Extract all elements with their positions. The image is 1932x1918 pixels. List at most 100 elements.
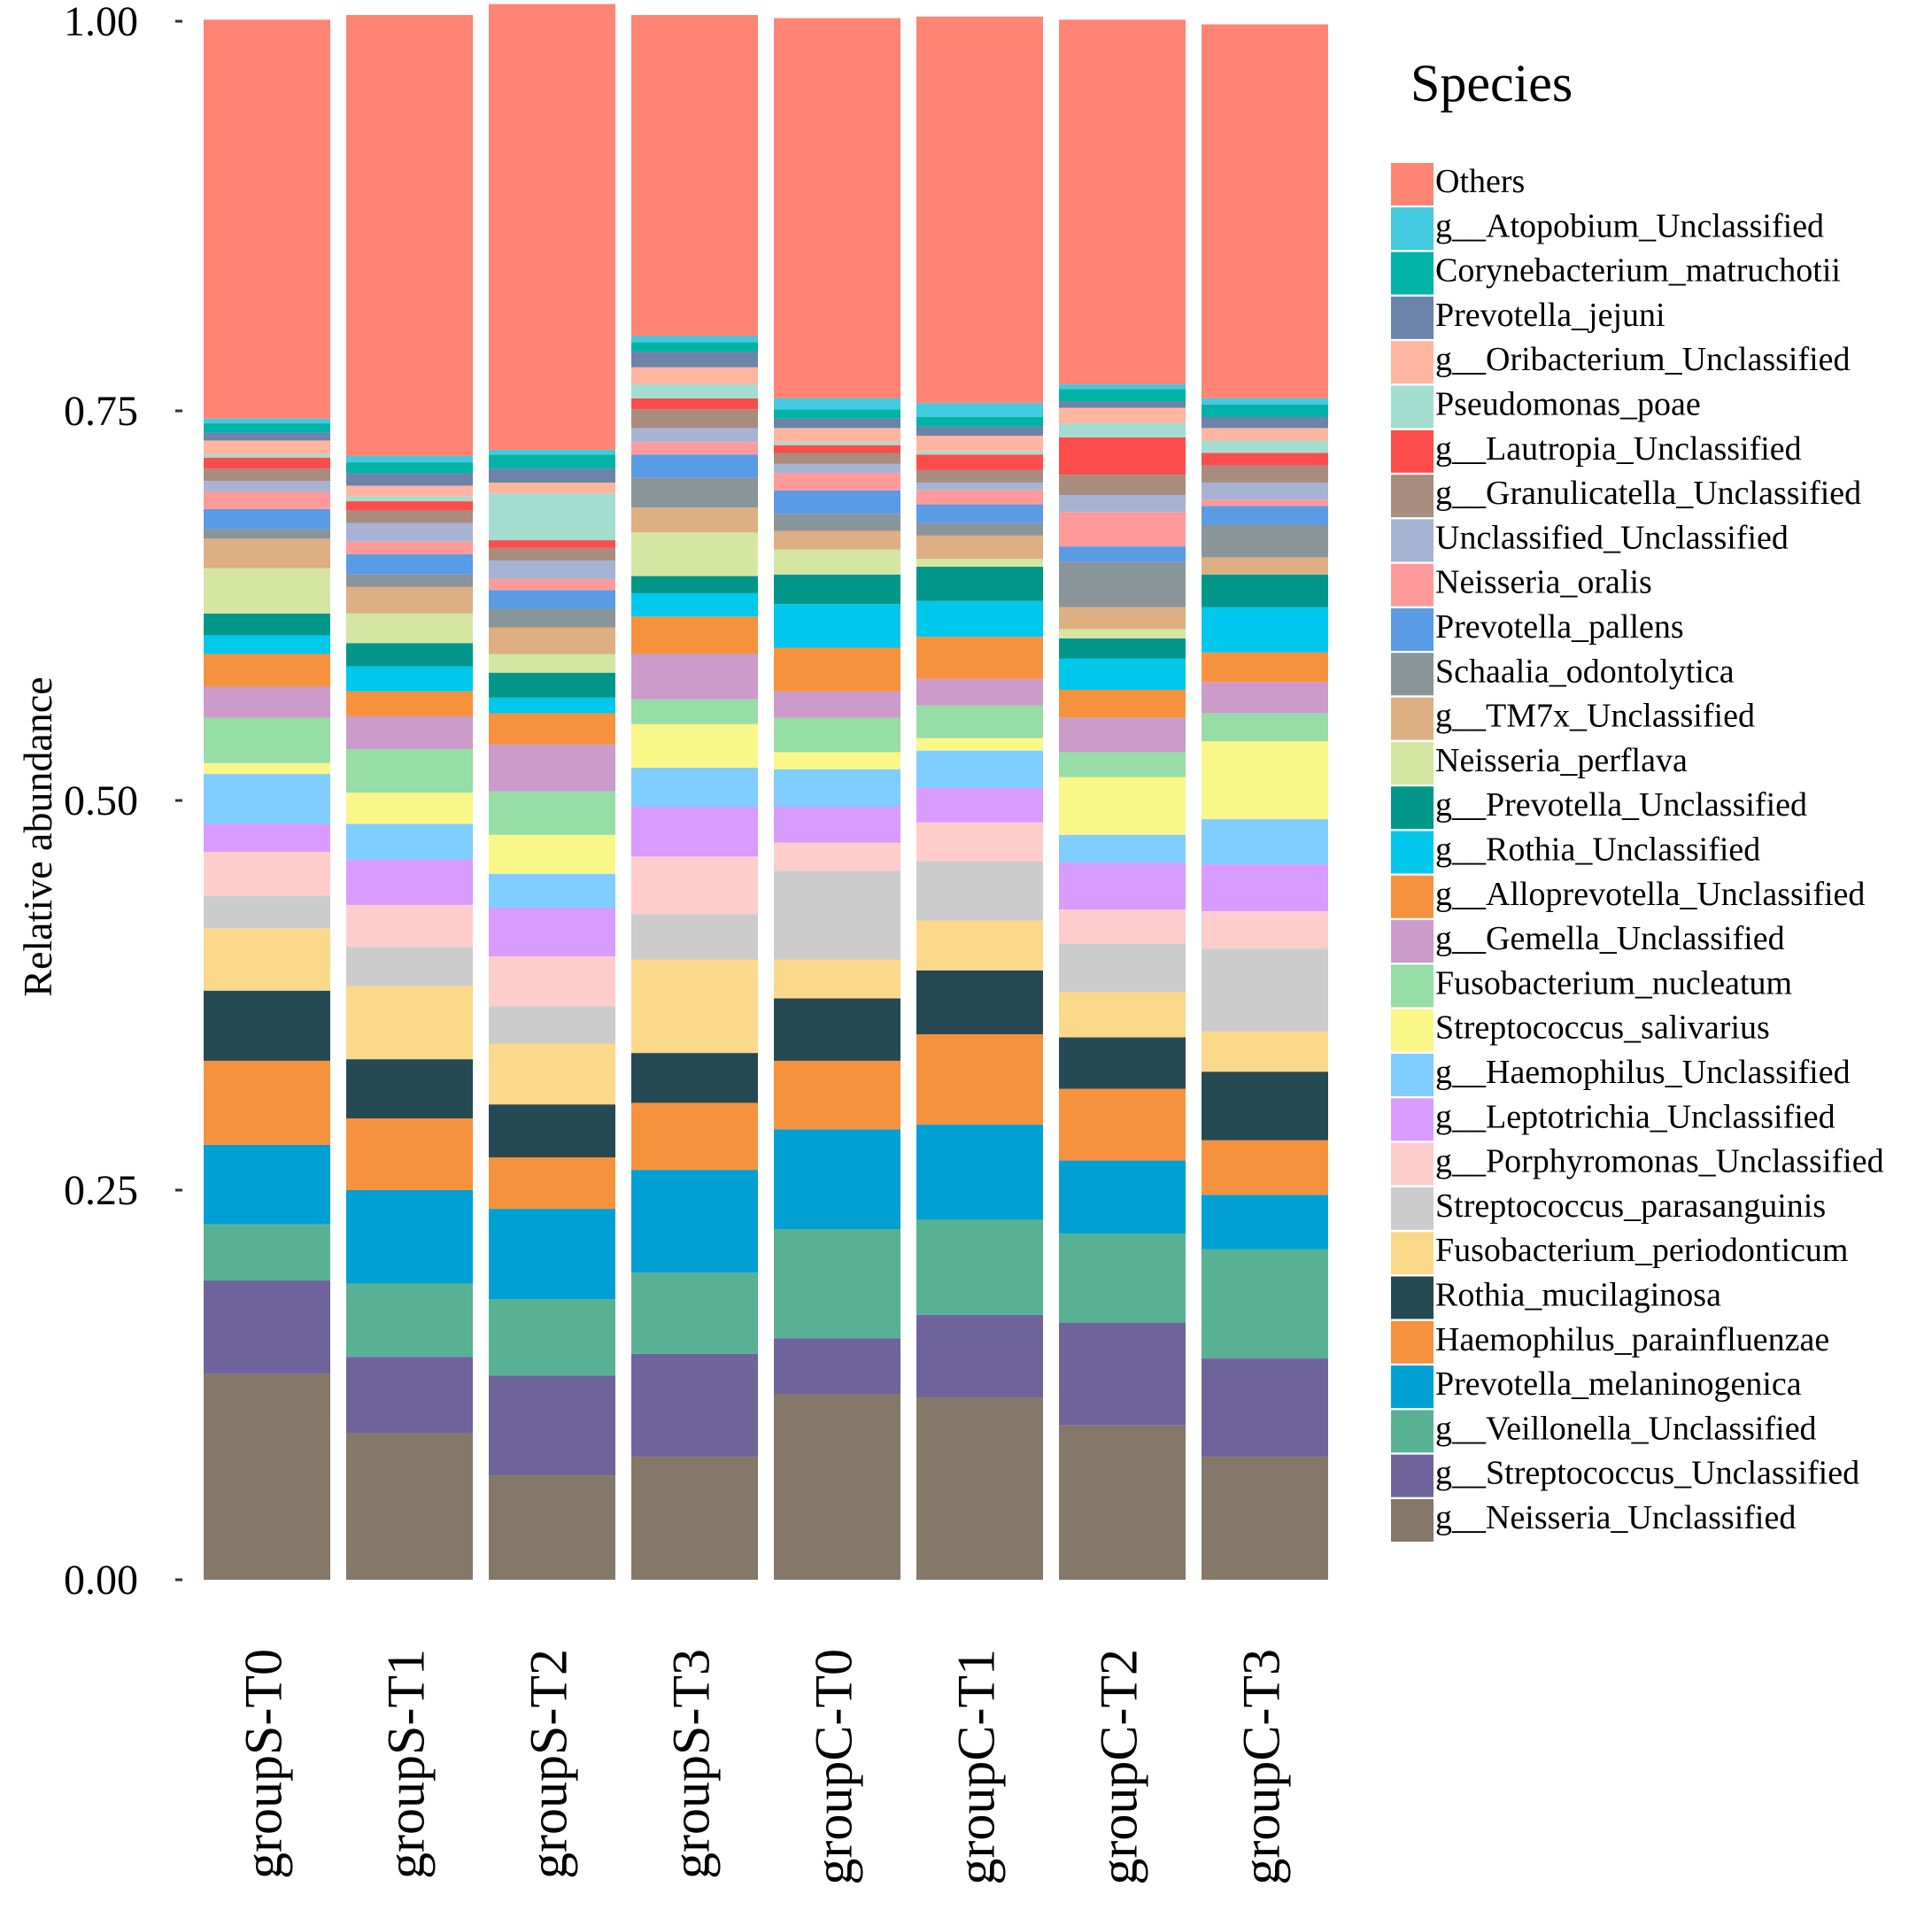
bar-segment-groupC-T3-g__Prevotella_Unclassified	[1202, 574, 1328, 607]
bar-segment-groupS-T2-Neisseria_oralis	[489, 579, 615, 591]
bar-segment-groupC-T2-Streptococcus_parasanguinis	[1059, 943, 1186, 993]
legend-swatch	[1391, 653, 1434, 696]
bar-segment-groupC-T1-g__Oribacterium_Unclassified	[916, 436, 1043, 452]
legend-item: Prevotella_jejuni	[1391, 296, 1665, 339]
bar-segment-groupS-T2-Schaalia_odontolytica	[489, 608, 615, 628]
bar-segment-groupC-T0-Prevotella_melaninogenica	[774, 1129, 900, 1229]
legend-label: g__TM7x_Unclassified	[1435, 698, 1755, 735]
legend-label: g__Rothia_Unclassified	[1435, 831, 1760, 869]
bar-segment-groupC-T0-g__Lautropia_Unclassified	[774, 445, 900, 453]
x-tick-label: groupS-T1	[377, 1649, 436, 1879]
legend-title: Species	[1410, 54, 1573, 112]
y-axis-title: Relative abundance	[15, 677, 60, 996]
bar-segment-groupS-T2-Fusobacterium_periodonticum	[489, 1043, 615, 1105]
legend-item: g__TM7x_Unclassified	[1391, 697, 1755, 740]
bar-segment-groupC-T1-g__Lautropia_Unclassified	[916, 454, 1043, 470]
bar-segment-groupS-T0-Haemophilus_parainfluenzae	[204, 1060, 330, 1145]
bar-segment-groupC-T3-Fusobacterium_nucleatum	[1202, 713, 1328, 742]
bar-segment-groupC-T1-g__Prevotella_Unclassified	[916, 567, 1043, 601]
bar-segment-groupS-T2-Streptococcus_salivarius	[489, 834, 615, 874]
bar-segment-groupS-T2-g__Prevotella_Unclassified	[489, 672, 615, 698]
bar-segment-groupC-T0-g__Prevotella_Unclassified	[774, 574, 900, 605]
bar-segment-groupS-T3-g__Streptococcus_Unclassified	[631, 1353, 758, 1457]
bar-segment-groupC-T1-Streptococcus_salivarius	[916, 738, 1043, 751]
bar-segment-groupS-T3-Prevotella_melaninogenica	[631, 1170, 758, 1273]
bar-segment-groupS-T1-Unclassified_Unclassified	[346, 522, 473, 542]
legend-swatch	[1391, 1410, 1434, 1453]
legend-swatch	[1391, 519, 1434, 562]
bar-segment-groupS-T1-g__Lautropia_Unclassified	[346, 501, 473, 511]
legend-item: g__Lautropia_Unclassified	[1391, 429, 1802, 473]
legend-item: Haemophilus_parainfluenzae	[1391, 1320, 1829, 1364]
bar-segment-groupC-T2-Neisseria_perflava	[1059, 629, 1186, 638]
legend-swatch	[1391, 163, 1434, 205]
bar-segment-groupC-T1-g__Atopobium_Unclassified	[916, 403, 1043, 418]
bar-segment-groupS-T3-Prevotella_pallens	[631, 454, 758, 478]
bar-segment-groupS-T0-g__Alloprevotella_Unclassified	[204, 654, 330, 687]
bar-segment-groupC-T2-g__Gemella_Unclassified	[1059, 717, 1186, 753]
bar-segment-groupC-T1-Fusobacterium_periodonticum	[916, 920, 1043, 971]
bar-segment-groupS-T0-Neisseria_oralis	[204, 491, 330, 509]
bar-segment-groupS-T0-Unclassified_Unclassified	[204, 481, 330, 492]
bar-segment-groupC-T2-g__TM7x_Unclassified	[1059, 607, 1186, 630]
bar-segment-groupS-T3-g__Lautropia_Unclassified	[631, 398, 758, 410]
bar-segment-groupS-T0-Corynebacterium_matruchotii	[204, 423, 330, 433]
x-axis: groupS-T0 groupS-T1 groupS-T2 groupS-T3 grou…	[235, 1649, 1291, 1885]
legend-swatch	[1391, 385, 1434, 429]
bar-segment-groupC-T1-Haemophilus_parainfluenzae	[916, 1034, 1043, 1125]
legend-swatch	[1391, 964, 1434, 1008]
legend-item: g__Porphyromonas_Unclassified	[1391, 1142, 1884, 1186]
legend-label: g__Neisseria_Unclassified	[1435, 1499, 1796, 1536]
legend-label: Neisseria_perflava	[1435, 742, 1688, 779]
bar-segment-groupC-T2-Streptococcus_salivarius	[1059, 777, 1186, 835]
bar-segment-groupS-T3-g__Alloprevotella_Unclassified	[631, 616, 758, 654]
bar-segment-groupC-T3-g__Gemella_Unclassified	[1202, 682, 1328, 714]
bar-segment-groupS-T2-Others	[489, 4, 615, 450]
bar-segment-groupS-T0-Fusobacterium_nucleatum	[204, 717, 330, 763]
bar-segment-groupS-T0-g__Oribacterium_Unclassified	[204, 440, 330, 455]
bar-segment-groupC-T3-g__Veillonella_Unclassified	[1202, 1249, 1328, 1359]
legend-item: Prevotella_melaninogenica	[1391, 1365, 1802, 1409]
legend-item: Corynebacterium_matruchotii	[1391, 251, 1841, 295]
bar-segment-groupS-T2-g__TM7x_Unclassified	[489, 627, 615, 654]
bars-layer	[204, 4, 1328, 1580]
bar-segment-groupS-T2-Rothia_mucilaginosa	[489, 1104, 615, 1158]
legend-label: g__Haemophilus_Unclassified	[1435, 1054, 1851, 1091]
bar-segment-groupS-T2-g__Lautropia_Unclassified	[489, 540, 615, 548]
bar-segment-groupC-T2-Unclassified_Unclassified	[1059, 495, 1186, 513]
bar-segment-groupC-T1-Others	[916, 16, 1043, 404]
bar-segment-groupC-T1-Unclassified_Unclassified	[916, 482, 1043, 491]
bar-segment-groupS-T2-g__Neisseria_Unclassified	[489, 1475, 615, 1580]
bar-segment-groupS-T3-g__Prevotella_Unclassified	[631, 576, 758, 593]
bar-segment-groupS-T0-g__Haemophilus_Unclassified	[204, 774, 330, 824]
legend-item: Fusobacterium_nucleatum	[1391, 964, 1792, 1008]
bar-segment-groupC-T2-Neisseria_oralis	[1059, 512, 1186, 547]
legend-item: Prevotella_pallens	[1391, 608, 1684, 651]
bar-segment-groupS-T2-g__Leptotrichia_Unclassified	[489, 908, 615, 956]
bar-segment-groupC-T1-Fusobacterium_nucleatum	[916, 705, 1043, 739]
bar-segment-groupC-T3-g__TM7x_Unclassified	[1202, 557, 1328, 575]
bar-segment-groupS-T1-g__Granulicatella_Unclassified	[346, 510, 473, 523]
bar-segment-groupS-T3-Corynebacterium_matruchotii	[631, 342, 758, 352]
bar-segment-groupS-T3-g__TM7x_Unclassified	[631, 507, 758, 533]
bar-segment-groupC-T3-Neisseria_oralis	[1202, 499, 1328, 507]
x-tick-label: groupC-T1	[947, 1649, 1006, 1885]
legend-item: Fusobacterium_periodonticum	[1391, 1232, 1848, 1275]
bar-segment-groupS-T1-g__Veillonella_Unclassified	[346, 1283, 473, 1357]
bar-segment-groupC-T0-Fusobacterium_nucleatum	[774, 717, 900, 753]
bar-segment-groupS-T3-Neisseria_perflava	[631, 532, 758, 576]
bar-segment-groupC-T3-g__Haemophilus_Unclassified	[1202, 819, 1328, 865]
legend-item: Pseudomonas_poae	[1391, 385, 1701, 429]
bar-segment-groupC-T3-Prevotella_pallens	[1202, 506, 1328, 525]
bar-segment-groupS-T3-g__Veillonella_Unclassified	[631, 1272, 758, 1354]
bar-segment-groupS-T1-Others	[346, 14, 473, 457]
bar-segment-groupC-T0-Neisseria_oralis	[774, 473, 900, 491]
legend-swatch	[1391, 341, 1434, 384]
bar-segment-groupS-T1-Rothia_mucilaginosa	[346, 1059, 473, 1119]
legend-items: Others g__Atopobium_Unclassified Corynebac…	[1391, 163, 1884, 1542]
bar-segment-groupS-T3-g__Porphyromonas_Unclassified	[631, 856, 758, 915]
bar-group-groupS-T1	[346, 14, 473, 1580]
legend-swatch	[1391, 296, 1434, 339]
bar-segment-groupS-T2-g__Oribacterium_Unclassified	[489, 482, 615, 494]
bar-segment-groupS-T3-Fusobacterium_periodonticum	[631, 959, 758, 1054]
